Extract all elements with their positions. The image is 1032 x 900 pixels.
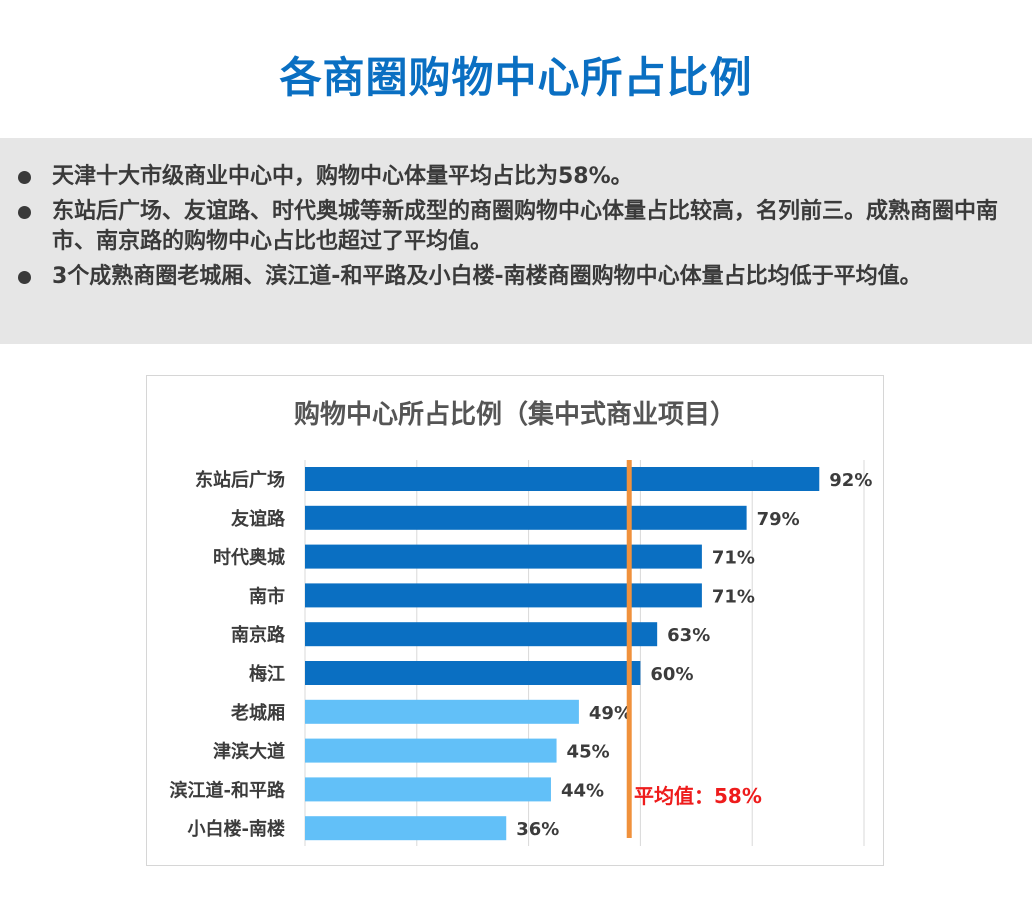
bullet-dot-icon bbox=[18, 171, 31, 184]
summary-bullet-text: 东站后广场、友谊路、时代奥城等新成型的商圈购物中心体量占比较高，名列前三。成熟商… bbox=[52, 199, 999, 254]
category-label: 滨江道-和平路 bbox=[170, 779, 286, 801]
category-label: 梅江 bbox=[249, 663, 285, 685]
summary-bullets: 天津十大市级商业中心中，购物中心体量平均占比为58%。 东站后广场、友谊路、时代… bbox=[0, 138, 1032, 292]
bar bbox=[305, 777, 551, 802]
data-label: 44% bbox=[561, 780, 604, 801]
category-label: 南市 bbox=[249, 585, 285, 607]
bullet-dot-icon bbox=[18, 206, 31, 219]
data-label: 63% bbox=[667, 625, 710, 646]
bar bbox=[305, 699, 579, 724]
data-label: 36% bbox=[516, 819, 559, 840]
average-label: 平均值：58% bbox=[634, 784, 762, 808]
bar bbox=[305, 816, 507, 841]
bar bbox=[305, 738, 557, 763]
data-label: 92% bbox=[829, 470, 872, 491]
bar bbox=[305, 544, 702, 569]
bar bbox=[305, 622, 658, 647]
category-label: 津滨大道 bbox=[213, 741, 285, 763]
category-label: 友谊路 bbox=[231, 508, 286, 530]
data-label: 79% bbox=[757, 509, 800, 530]
category-label: 南京路 bbox=[231, 624, 286, 646]
data-label: 71% bbox=[712, 586, 755, 607]
summary-box: 天津十大市级商业中心中，购物中心体量平均占比为58%。 东站后广场、友谊路、时代… bbox=[0, 138, 1032, 344]
summary-bullet: 3个成熟商圈老城厢、滨江道-和平路及小白楼-南楼商圈购物中心体量占比均低于平均值… bbox=[0, 262, 1032, 292]
data-label: 45% bbox=[567, 742, 610, 763]
summary-bullet: 天津十大市级商业中心中，购物中心体量平均占比为58%。 bbox=[0, 162, 1032, 192]
bullet-dot-icon bbox=[18, 271, 31, 284]
summary-bullet-text: 天津十大市级商业中心中，购物中心体量平均占比为58%。 bbox=[52, 164, 633, 189]
summary-bullet-text: 3个成熟商圈老城厢、滨江道-和平路及小白楼-南楼商圈购物中心体量占比均低于平均值… bbox=[52, 264, 922, 289]
category-label: 小白楼-南楼 bbox=[188, 818, 285, 840]
chart-title: 购物中心所占比例（集中式商业项目） bbox=[293, 400, 736, 430]
data-label: 49% bbox=[589, 703, 632, 724]
bar bbox=[305, 661, 641, 685]
bar bbox=[305, 583, 702, 608]
page-title: 各商圈购物中心所占比例 bbox=[279, 53, 753, 102]
data-label: 71% bbox=[712, 548, 755, 569]
summary-bullet: 东站后广场、友谊路、时代奥城等新成型的商圈购物中心体量占比较高，名列前三。成熟商… bbox=[0, 197, 1032, 257]
data-label: 60% bbox=[650, 664, 693, 685]
category-label: 老城厢 bbox=[231, 702, 285, 724]
category-label: 东站后广场 bbox=[195, 469, 285, 491]
bar bbox=[305, 467, 820, 491]
category-label: 时代奥城 bbox=[213, 547, 285, 569]
bar bbox=[305, 505, 747, 530]
